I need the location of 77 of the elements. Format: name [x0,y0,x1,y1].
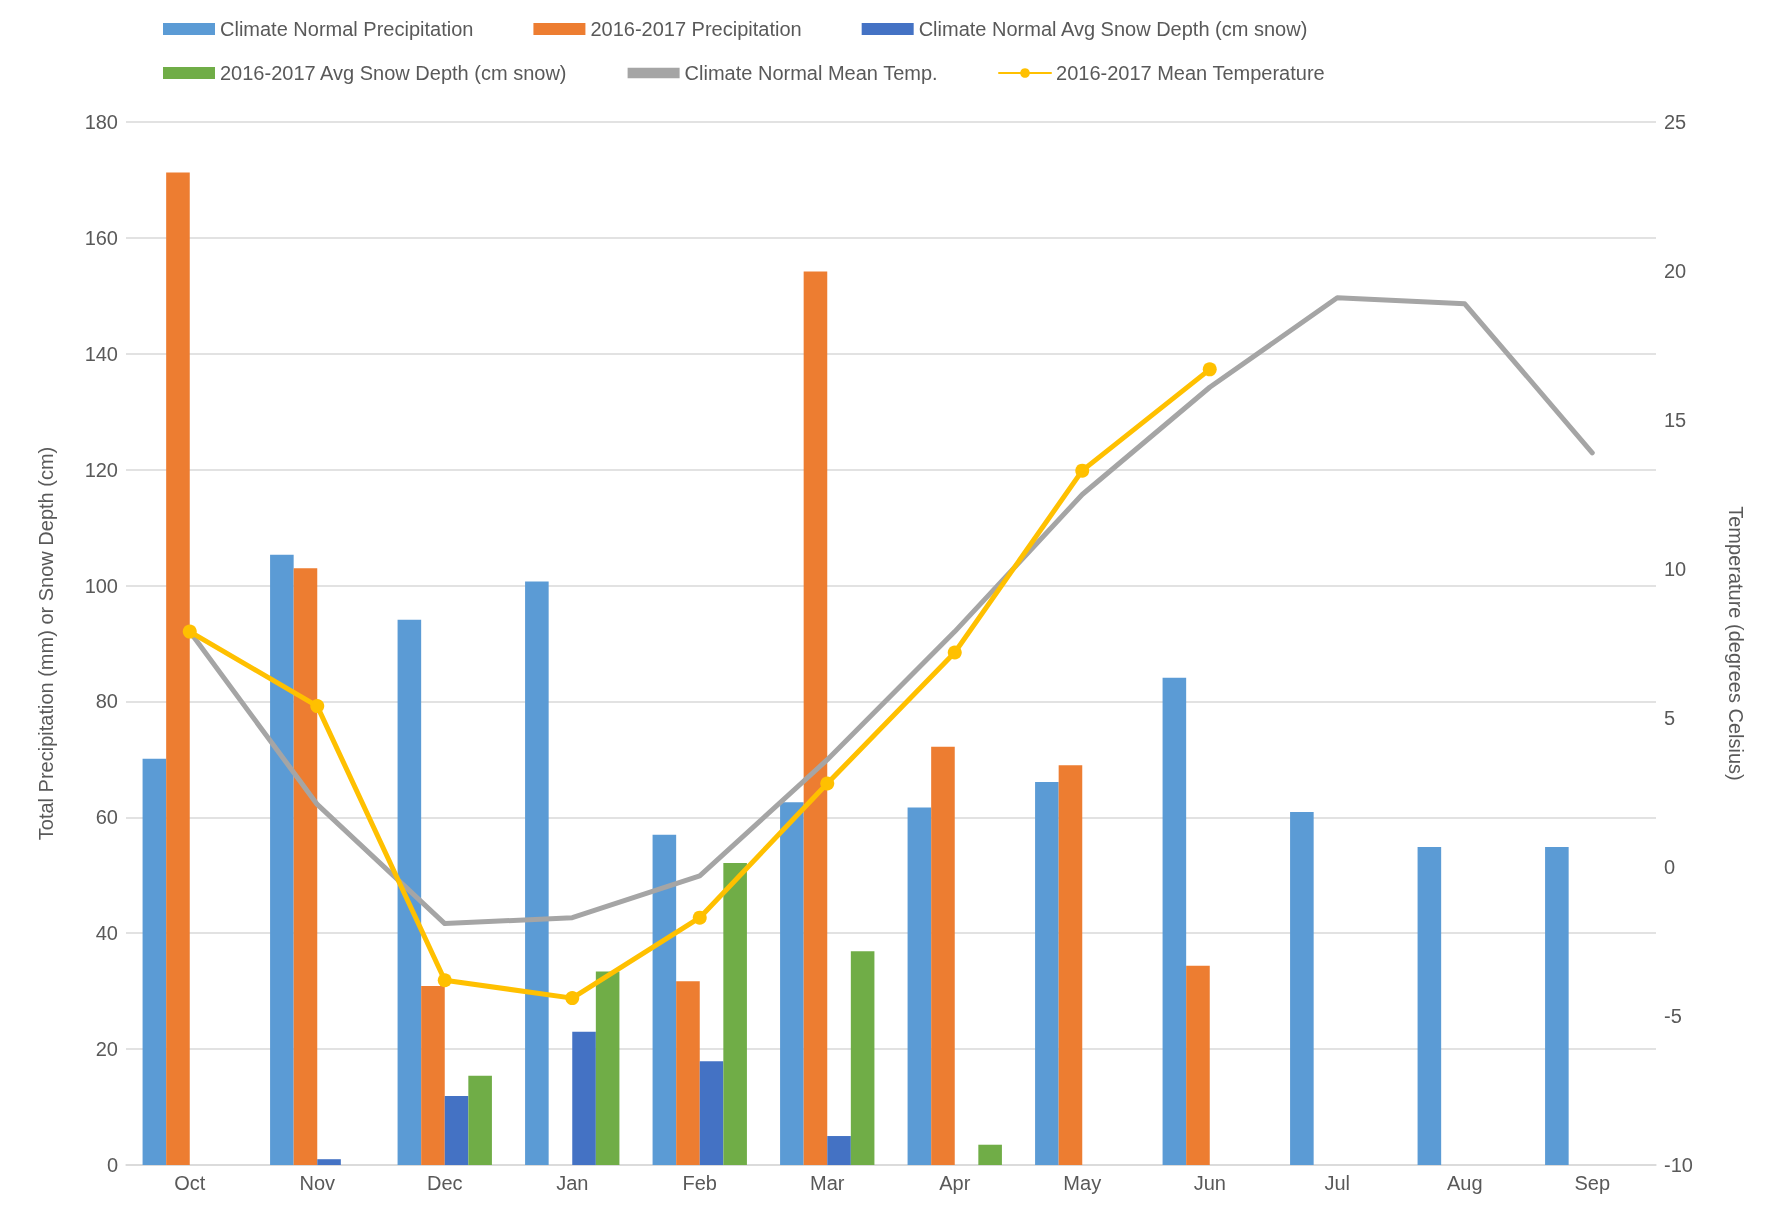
bar [293,568,318,1165]
legend-label: 2016-2017 Precipitation [590,18,802,40]
x-tick-label: May [1063,1172,1102,1194]
x-tick-label: Jan [556,1172,589,1194]
bar [803,271,828,1165]
bar [525,581,549,1165]
point [947,645,962,660]
y2-tick-label: 10 [1664,558,1687,580]
x-tick-label: Jul [1324,1172,1351,1194]
bar [1035,781,1059,1165]
x-tick-label: Oct [174,1172,206,1194]
bar [1186,965,1210,1165]
bar [397,619,422,1165]
y2-tick-label: 15 [1664,409,1687,431]
y2-tick-label: 25 [1664,111,1687,133]
point [310,699,325,714]
y2-tick-label: 0 [1664,856,1676,878]
y-tick-label: 0 [106,1154,118,1176]
bar [1058,765,1083,1165]
bar [270,554,294,1165]
point [437,973,452,988]
point [1075,463,1090,478]
y2-tick-label: 5 [1664,707,1676,729]
y-tick-label: 80 [95,690,118,713]
y2-tick-label: -10 [1664,1154,1693,1176]
y-tick-label: 180 [84,111,118,133]
y-axis-title: Total Precipitation (mm) or Snow Depth (cm) [35,446,57,841]
bar [652,834,677,1165]
bar [142,758,167,1165]
point [820,776,835,791]
point [182,624,197,639]
y-tick-label: 120 [84,458,118,481]
bar [907,807,932,1165]
bar [827,1136,851,1165]
bar [468,1075,492,1165]
x-tick-label: Aug [1446,1172,1483,1194]
legend-label: Climate Normal Avg Snow Depth (cm snow) [918,18,1308,40]
bar [421,985,445,1165]
bar [850,951,875,1165]
bar [780,802,804,1165]
bar [317,1159,341,1165]
x-tick-label: Nov [299,1172,336,1194]
bar [166,172,190,1165]
point [1202,362,1217,377]
y-tick-label: 20 [95,1038,118,1061]
bar [978,1144,1002,1165]
bar [676,981,700,1165]
bar [723,863,747,1165]
x-tick-label: Apr [939,1172,971,1194]
point [565,991,580,1006]
y-tick-label: 160 [84,226,118,249]
y-tick-label: 100 [84,574,118,597]
y-tick-label: 40 [95,922,118,945]
bar [699,1061,724,1165]
bar [1162,677,1187,1165]
bar [444,1096,469,1165]
y-tick-label: 60 [95,806,118,829]
bar [572,1031,596,1165]
legend-label: Climate Normal Precipitation [220,18,474,40]
x-tick-label: Dec [426,1172,463,1194]
bar [1545,846,1569,1165]
x-tick-label: Feb [682,1172,717,1194]
point [692,910,707,925]
legend-label: 2016-2017 Mean Temperature [1056,62,1325,84]
y2-tick-label: -5 [1664,1005,1682,1027]
y-tick-label: 140 [84,342,118,365]
legend-label: 2016-2017 Avg Snow Depth (cm snow) [220,62,567,84]
y2-tick-label: 20 [1664,260,1687,282]
legend-label: Climate Normal Mean Temp. [684,62,938,84]
x-tick-label: Sep [1574,1172,1611,1194]
y2-axis-title: Temperature (degrees Celsius) [1725,506,1747,781]
x-tick-label: Jun [1193,1172,1226,1194]
bar [1417,846,1442,1165]
bar [1290,812,1314,1165]
bar [595,971,620,1165]
bar [931,746,955,1165]
x-tick-label: Mar [810,1172,845,1194]
